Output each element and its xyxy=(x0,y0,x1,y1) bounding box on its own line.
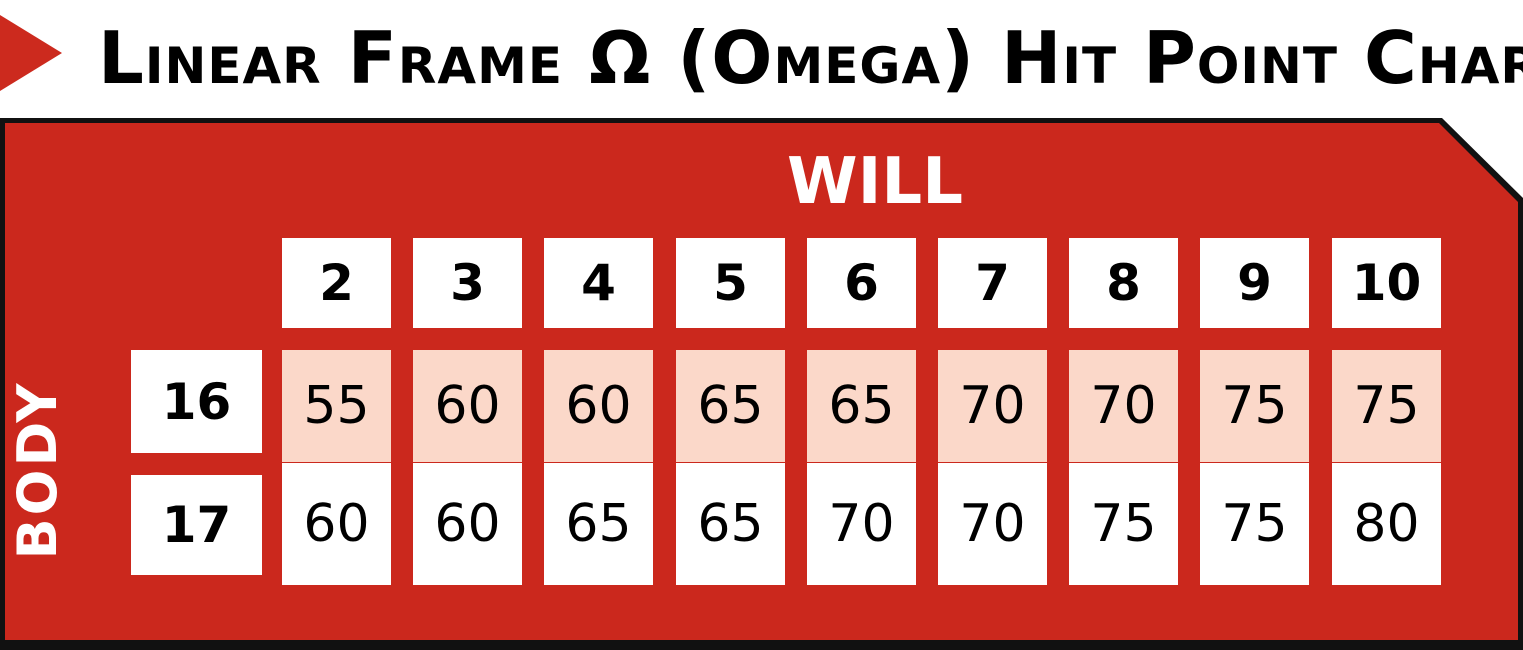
chart-title: Linear Frame Ω (Omega) Hit Point Chart xyxy=(98,16,1523,100)
body-row-header: 16 xyxy=(131,350,262,453)
will-axis-label: WILL xyxy=(787,145,963,219)
hit-point-cell: 70 xyxy=(938,350,1047,462)
hit-point-cell: 75 xyxy=(1069,463,1178,585)
hit-point-cell: 75 xyxy=(1200,463,1309,585)
hit-point-cell: 75 xyxy=(1332,350,1441,462)
will-column-header: 6 xyxy=(807,238,916,328)
will-column-header: 10 xyxy=(1332,238,1441,328)
will-column-header: 9 xyxy=(1200,238,1309,328)
will-column-header: 4 xyxy=(544,238,653,328)
hit-point-cell: 65 xyxy=(676,350,785,462)
hit-point-cell: 80 xyxy=(1332,463,1441,585)
hit-point-cell: 60 xyxy=(544,350,653,462)
hit-point-cell: 70 xyxy=(807,463,916,585)
will-column-header: 3 xyxy=(413,238,522,328)
hit-point-cell: 75 xyxy=(1200,350,1309,462)
body-row-header: 17 xyxy=(131,475,262,575)
hit-point-cell: 70 xyxy=(1069,350,1178,462)
will-column-header: 5 xyxy=(676,238,785,328)
hit-point-cell: 60 xyxy=(413,463,522,585)
hit-point-cell: 65 xyxy=(676,463,785,585)
hit-point-cell: 55 xyxy=(282,350,391,462)
play-arrow-icon xyxy=(0,15,62,91)
will-column-header: 2 xyxy=(282,238,391,328)
hit-point-cell: 70 xyxy=(938,463,1047,585)
hit-point-cell: 60 xyxy=(413,350,522,462)
hit-point-cell: 65 xyxy=(807,350,916,462)
hit-point-cell: 65 xyxy=(544,463,653,585)
hit-point-cell: 60 xyxy=(282,463,391,585)
will-column-header: 7 xyxy=(938,238,1047,328)
body-axis-label: BODY xyxy=(6,380,69,560)
will-column-header: 8 xyxy=(1069,238,1178,328)
